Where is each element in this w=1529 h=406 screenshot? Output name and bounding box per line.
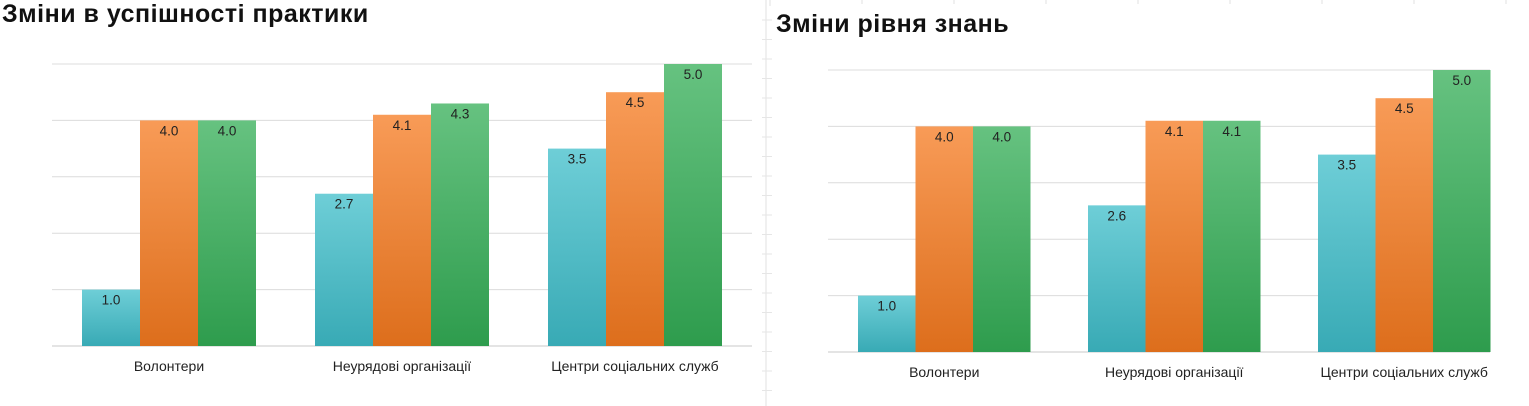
chart-practice-success[interactable]: Зміни в успішності практики 1.0 4.0 4.0 Вол… [0, 0, 762, 406]
bar[interactable] [1145, 120, 1204, 352]
data-label: 1.0 [102, 293, 121, 308]
data-label: 4.0 [160, 123, 179, 138]
bar[interactable] [140, 120, 198, 347]
x-tick-label: Волонтери [134, 358, 204, 374]
bar-chart-plot: 1.0 4.0 4.0 Волонтери 2.6 4.1 4.1 Неурядові орг… [828, 69, 1491, 380]
bar[interactable] [1088, 205, 1146, 352]
bar[interactable] [548, 148, 606, 346]
bar[interactable] [606, 92, 664, 346]
x-tick-label: Неурядові організації [333, 358, 472, 374]
data-label: 4.0 [992, 129, 1011, 144]
x-tick-label: Центри соціальних служб [551, 358, 718, 374]
x-tick-label: Центри соціальних служб [1321, 364, 1488, 380]
data-label: 4.1 [393, 118, 412, 133]
data-label: 4.5 [1395, 101, 1414, 116]
bar[interactable] [915, 126, 974, 353]
bar[interactable] [664, 64, 722, 346]
chart-title: Зміни в успішності практики [2, 0, 369, 28]
bar[interactable] [373, 114, 431, 346]
bar[interactable] [1433, 70, 1491, 352]
x-tick-label: Волонтери [909, 364, 979, 380]
data-label: 4.1 [1165, 124, 1184, 139]
bar[interactable] [315, 193, 373, 346]
data-label: 4.3 [451, 106, 470, 121]
data-label: 4.1 [1222, 124, 1241, 139]
x-tick-label: Неурядові організації [1105, 364, 1244, 380]
bar[interactable] [431, 103, 489, 346]
bar[interactable] [1375, 98, 1434, 352]
data-label: 4.0 [935, 129, 954, 144]
data-label: 2.7 [335, 197, 354, 212]
bar[interactable] [82, 289, 140, 346]
bar[interactable] [973, 126, 1031, 353]
data-label: 2.6 [1107, 208, 1126, 223]
bar[interactable] [198, 120, 256, 347]
bar-chart-plot: 1.0 4.0 4.0 Волонтери 2.7 4.1 4.3 Неурядові орг… [52, 63, 752, 374]
chart-knowledge-level[interactable]: Зміни рівня знань 1.0 4.0 4.0 Волонтери 2.6 4… [772, 4, 1529, 406]
data-label: 3.5 [568, 152, 587, 167]
data-label: 5.0 [684, 67, 703, 82]
data-label: 4.0 [218, 123, 237, 138]
data-label: 3.5 [1337, 158, 1356, 173]
data-label: 4.5 [626, 95, 645, 110]
data-label: 5.0 [1452, 73, 1471, 88]
bar[interactable] [1203, 120, 1261, 352]
bar[interactable] [1318, 154, 1376, 352]
data-label: 1.0 [877, 299, 896, 314]
chart-title: Зміни рівня знань [776, 10, 1010, 38]
bar[interactable] [858, 295, 916, 352]
